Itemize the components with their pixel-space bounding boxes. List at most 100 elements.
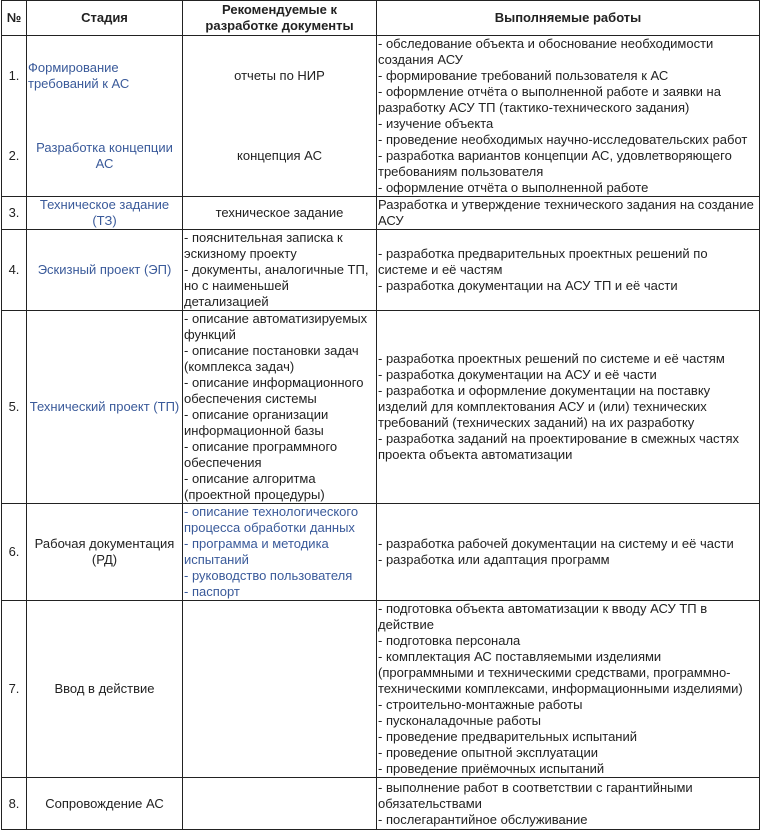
doc-item: отчеты по НИР bbox=[234, 68, 325, 83]
works-list: - разработка проектных решений по систем… bbox=[376, 310, 760, 504]
stage-name: Эскизный проект (ЭП) bbox=[26, 229, 183, 311]
work-item: - проведение приёмочных испытаний bbox=[378, 761, 605, 776]
stage-link[interactable]: Разработка концепции АС bbox=[36, 140, 173, 171]
work-item: - подготовка персонала bbox=[378, 633, 521, 648]
header-works: Выполняемые работы bbox=[376, 0, 760, 36]
stage-number: 8. bbox=[1, 777, 27, 830]
work-item: - проведение предварительных испытаний bbox=[378, 729, 638, 744]
stage-number-text: 5. bbox=[8, 399, 20, 414]
work-item: - обследование объекта и обоснование нео… bbox=[378, 36, 714, 67]
stage-number-text: 1. bbox=[8, 68, 20, 83]
table-row: 6. Рабочая документация (РД) - описание те… bbox=[1, 503, 760, 601]
work-item: - проведение необходимых научно-исследов… bbox=[378, 132, 748, 147]
work-item: Разработка и утверждение технического за… bbox=[378, 197, 754, 228]
works-list: Разработка и утверждение технического за… bbox=[376, 196, 760, 230]
doc-item: - описание алгоритма (проектной процедур… bbox=[184, 471, 325, 502]
work-item: - разработка документации на АСУ ТП и её… bbox=[378, 278, 678, 293]
work-item: - разработка рабочей документации на сис… bbox=[378, 536, 734, 551]
stage-link[interactable]: Техническое задание (ТЗ) bbox=[39, 197, 170, 228]
stage-name: Рабочая документация (РД) bbox=[26, 503, 183, 601]
recommended-docs: - пояснительная записка к эскизному прое… bbox=[182, 229, 377, 311]
stage-number-text: 2. bbox=[8, 148, 20, 163]
work-item: - оформление отчёта о выполненной работе bbox=[378, 180, 649, 195]
recommended-docs: концепция АС bbox=[182, 116, 377, 197]
stage-link[interactable]: Эскизный проект (ЭП) bbox=[37, 262, 172, 277]
stage-number: 3. bbox=[1, 196, 27, 230]
doc-item: - описание организации информационной ба… bbox=[184, 407, 329, 438]
table-header-row: № Стадия Рекомендуемые к разработке доку… bbox=[1, 0, 760, 36]
stage-number: 6. bbox=[1, 503, 27, 601]
table-row: 4. Эскизный проект (ЭП) - пояснительная за… bbox=[1, 229, 760, 311]
stage-number: 2. bbox=[1, 116, 27, 197]
stage-name: Сопровождение АС bbox=[26, 777, 183, 830]
table-row: 8. Сопровождение АС - выполнение работ в с… bbox=[1, 777, 760, 830]
stage-number-text: 6. bbox=[8, 544, 20, 559]
stage-number: 4. bbox=[1, 229, 27, 311]
stage-link[interactable]: Формирование требований к АС bbox=[28, 60, 130, 91]
stage-name: Разработка концепции АС bbox=[26, 116, 183, 197]
work-item: - строительно-монтажные работы bbox=[378, 697, 583, 712]
doc-item: концепция АС bbox=[237, 148, 322, 163]
work-item: - разработка или адаптация программ bbox=[378, 552, 610, 567]
work-item: - подготовка объекта автоматизации к вво… bbox=[378, 601, 708, 632]
work-item: - выполнение работ в соответствии с гара… bbox=[378, 779, 693, 811]
stage-text: Ввод в действие bbox=[54, 681, 155, 696]
header-stage: Стадия bbox=[26, 0, 183, 36]
recommended-docs bbox=[182, 600, 377, 778]
doc-link[interactable]: - паспорт bbox=[184, 584, 240, 599]
recommended-docs: - описание технологического процесса обр… bbox=[182, 503, 377, 601]
table-row: 5. Технический проект (ТП) - описание авто… bbox=[1, 310, 760, 504]
table-row: 2. Разработка концепции АС концепция АС - и… bbox=[1, 116, 760, 197]
stage-link[interactable]: Технический проект (ТП) bbox=[29, 399, 180, 414]
stage-number-text: 7. bbox=[8, 681, 20, 696]
recommended-docs bbox=[182, 777, 377, 830]
work-item: - послегарантийное обслуживание bbox=[378, 811, 588, 827]
table-row: 1. Формирование требований к АС отчеты по … bbox=[1, 35, 760, 116]
doc-link[interactable]: - руководство пользователя bbox=[184, 568, 353, 583]
work-item: - проведение опытной эксплуатации bbox=[378, 745, 598, 760]
work-item: - разработка вариантов концепции АС, удо… bbox=[378, 148, 732, 179]
stage-number-text: 8. bbox=[8, 795, 20, 811]
stage-number: 1. bbox=[1, 35, 27, 116]
work-item: - разработка заданий на проектирование в… bbox=[378, 431, 740, 462]
stage-name: Ввод в действие bbox=[26, 600, 183, 778]
stage-number-text: 3. bbox=[8, 205, 20, 220]
works-list: - подготовка объекта автоматизации к вво… bbox=[376, 600, 760, 778]
stage-name: Формирование требований к АС bbox=[26, 35, 183, 116]
doc-item: техническое задание bbox=[215, 205, 344, 220]
work-item: - разработка предварительных проектных р… bbox=[378, 246, 708, 277]
header-num: № bbox=[1, 0, 27, 36]
work-item: - разработка документации на АСУ и её ча… bbox=[378, 367, 657, 382]
stage-name: Техническое задание (ТЗ) bbox=[26, 196, 183, 230]
work-item: - разработка и оформление документации н… bbox=[378, 383, 711, 430]
doc-item: - описание программного обеспечения bbox=[184, 439, 338, 470]
works-list: - выполнение работ в соответствии с гара… bbox=[376, 777, 760, 830]
works-list: - обследование объекта и обоснование нео… bbox=[376, 35, 760, 116]
works-list: - изучение объекта - проведение необходим… bbox=[376, 116, 760, 197]
doc-item: - описание постановки задач (комплекса з… bbox=[184, 343, 359, 374]
stage-number-text: 4. bbox=[8, 262, 20, 277]
work-item: - формирование требований пользователя к… bbox=[378, 68, 669, 83]
recommended-docs: техническое задание bbox=[182, 196, 377, 230]
doc-item: - описание информационного обеспечения с… bbox=[184, 375, 364, 406]
table-row: 3. Техническое задание (ТЗ) техническое за… bbox=[1, 196, 760, 230]
doc-link[interactable]: - программа и методика испытаний bbox=[184, 536, 329, 567]
doc-item: - описание автоматизируемых функций bbox=[184, 311, 368, 342]
table-row: 7. Ввод в действие - подготовка объекта ав… bbox=[1, 600, 760, 778]
stage-text: Рабочая документация (РД) bbox=[34, 536, 175, 567]
works-list: - разработка рабочей документации на сис… bbox=[376, 503, 760, 601]
stage-number: 7. bbox=[1, 600, 27, 778]
work-item: - разработка проектных решений по систем… bbox=[378, 351, 725, 366]
recommended-docs: - описание автоматизируемых функций - опи… bbox=[182, 310, 377, 504]
work-item: - изучение объекта bbox=[378, 116, 494, 131]
doc-link[interactable]: - описание технологического процесса обр… bbox=[184, 504, 359, 535]
works-list: - разработка предварительных проектных р… bbox=[376, 229, 760, 311]
header-docs: Рекомендуемые к разработке документы bbox=[182, 0, 377, 36]
doc-item: - документы, аналогичные ТП, но с наимен… bbox=[184, 262, 369, 309]
work-item: - пусконаладочные работы bbox=[378, 713, 541, 728]
recommended-docs: отчеты по НИР bbox=[182, 35, 377, 116]
work-item: - комплектация АС поставляемыми изделиям… bbox=[378, 649, 743, 696]
work-item: - оформление отчёта о выполненной работе… bbox=[378, 84, 721, 115]
stage-name: Технический проект (ТП) bbox=[26, 310, 183, 504]
